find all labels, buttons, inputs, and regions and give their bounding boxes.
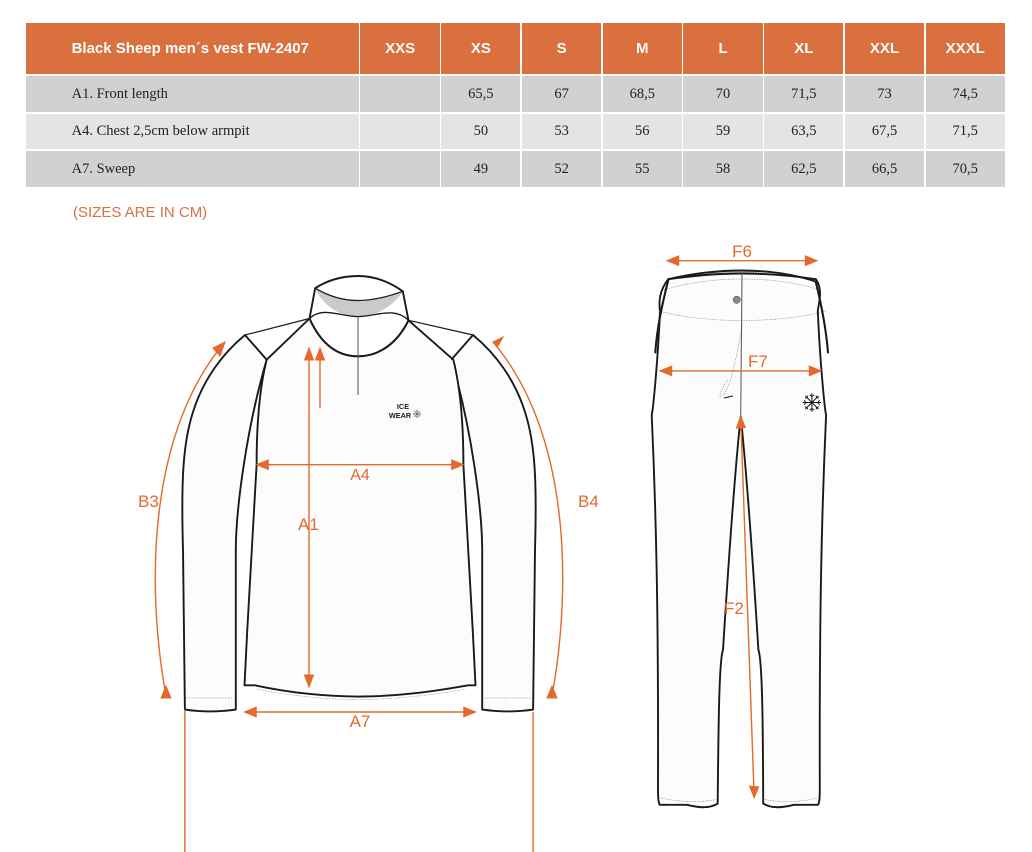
svg-text:A7: A7 bbox=[350, 712, 371, 731]
svg-text:B3: B3 bbox=[138, 492, 159, 511]
svg-text:F2: F2 bbox=[724, 599, 744, 618]
svg-text:F7: F7 bbox=[748, 352, 768, 371]
svg-text:F6: F6 bbox=[732, 242, 752, 261]
svg-text:A1: A1 bbox=[298, 515, 319, 534]
svg-text:WEAR: WEAR bbox=[389, 411, 412, 420]
svg-text:ICE: ICE bbox=[397, 402, 409, 411]
svg-text:B4: B4 bbox=[578, 492, 599, 511]
svg-text:A4: A4 bbox=[350, 467, 370, 484]
